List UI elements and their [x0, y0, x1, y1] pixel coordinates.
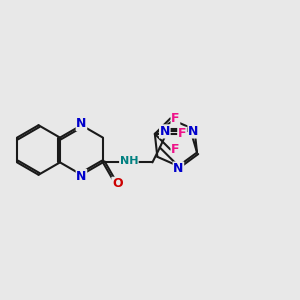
- Text: N: N: [188, 125, 199, 138]
- Text: O: O: [112, 177, 123, 190]
- Text: NH: NH: [120, 156, 138, 166]
- Text: F: F: [178, 128, 186, 140]
- Text: N: N: [173, 162, 184, 175]
- Text: F: F: [171, 112, 180, 125]
- Text: N: N: [76, 118, 87, 130]
- Text: N: N: [76, 169, 87, 182]
- Text: F: F: [171, 143, 180, 156]
- Text: N: N: [160, 125, 170, 138]
